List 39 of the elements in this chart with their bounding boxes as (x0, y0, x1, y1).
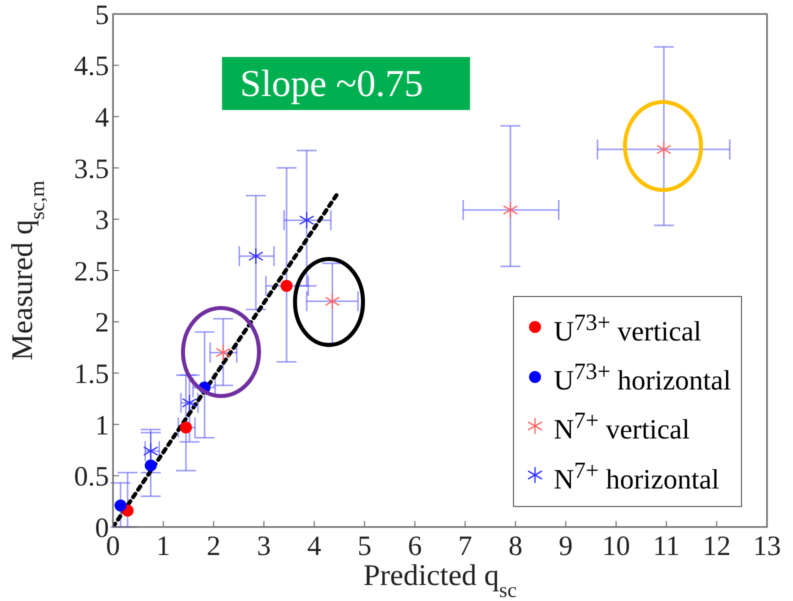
y-tick-label: 4 (95, 102, 109, 134)
point (144, 459, 157, 472)
x-tick-label: 10 (602, 530, 630, 562)
x-tick-label: 1 (156, 530, 170, 562)
x-tick-label: 3 (256, 530, 271, 562)
x-tick-label: 8 (508, 530, 522, 562)
x-tick-label: 12 (702, 530, 731, 562)
legend-label: N$^{7+}$ vertical (554, 407, 690, 448)
x-tick-label: 4 (307, 530, 322, 562)
y-tick-label: 0.5 (74, 462, 109, 493)
point (216, 344, 231, 362)
y-tick-label: 4.5 (74, 51, 109, 82)
annotation: Slope ~0.75 (222, 57, 470, 110)
x-axis-title: Predicted q$_{sc}$ (363, 559, 517, 601)
point (502, 201, 518, 219)
x-tick-label: 2 (206, 530, 221, 562)
x-tick-label: 7 (458, 530, 472, 562)
legend-label: N$^{7+}$ horizontal (554, 456, 720, 497)
point (656, 140, 672, 158)
y-tick-label: 1 (95, 410, 109, 442)
y-tick-label: 3 (95, 205, 109, 236)
legend-label: U$^{73+}$ vertical (554, 308, 702, 350)
x-tick-label: 9 (558, 530, 573, 562)
y-tick-label: 5 (95, 0, 109, 31)
y-tick-label: 2 (95, 308, 109, 339)
point (324, 292, 340, 310)
y-tick-label: 3.5 (74, 154, 109, 185)
point (114, 499, 127, 512)
y-tick-label: 1.5 (74, 359, 109, 390)
point (280, 280, 293, 292)
point (180, 421, 192, 434)
x-tick-label: 6 (408, 530, 422, 562)
x-tick-label: 13 (753, 530, 781, 562)
legend-label: U$^{73+}$ horizontal (554, 358, 731, 398)
x-tick-label: 11 (652, 530, 680, 562)
point (248, 247, 264, 265)
y-tick-label: 2.5 (74, 256, 109, 288)
point (299, 212, 314, 229)
x-tick-label: 5 (358, 530, 372, 562)
